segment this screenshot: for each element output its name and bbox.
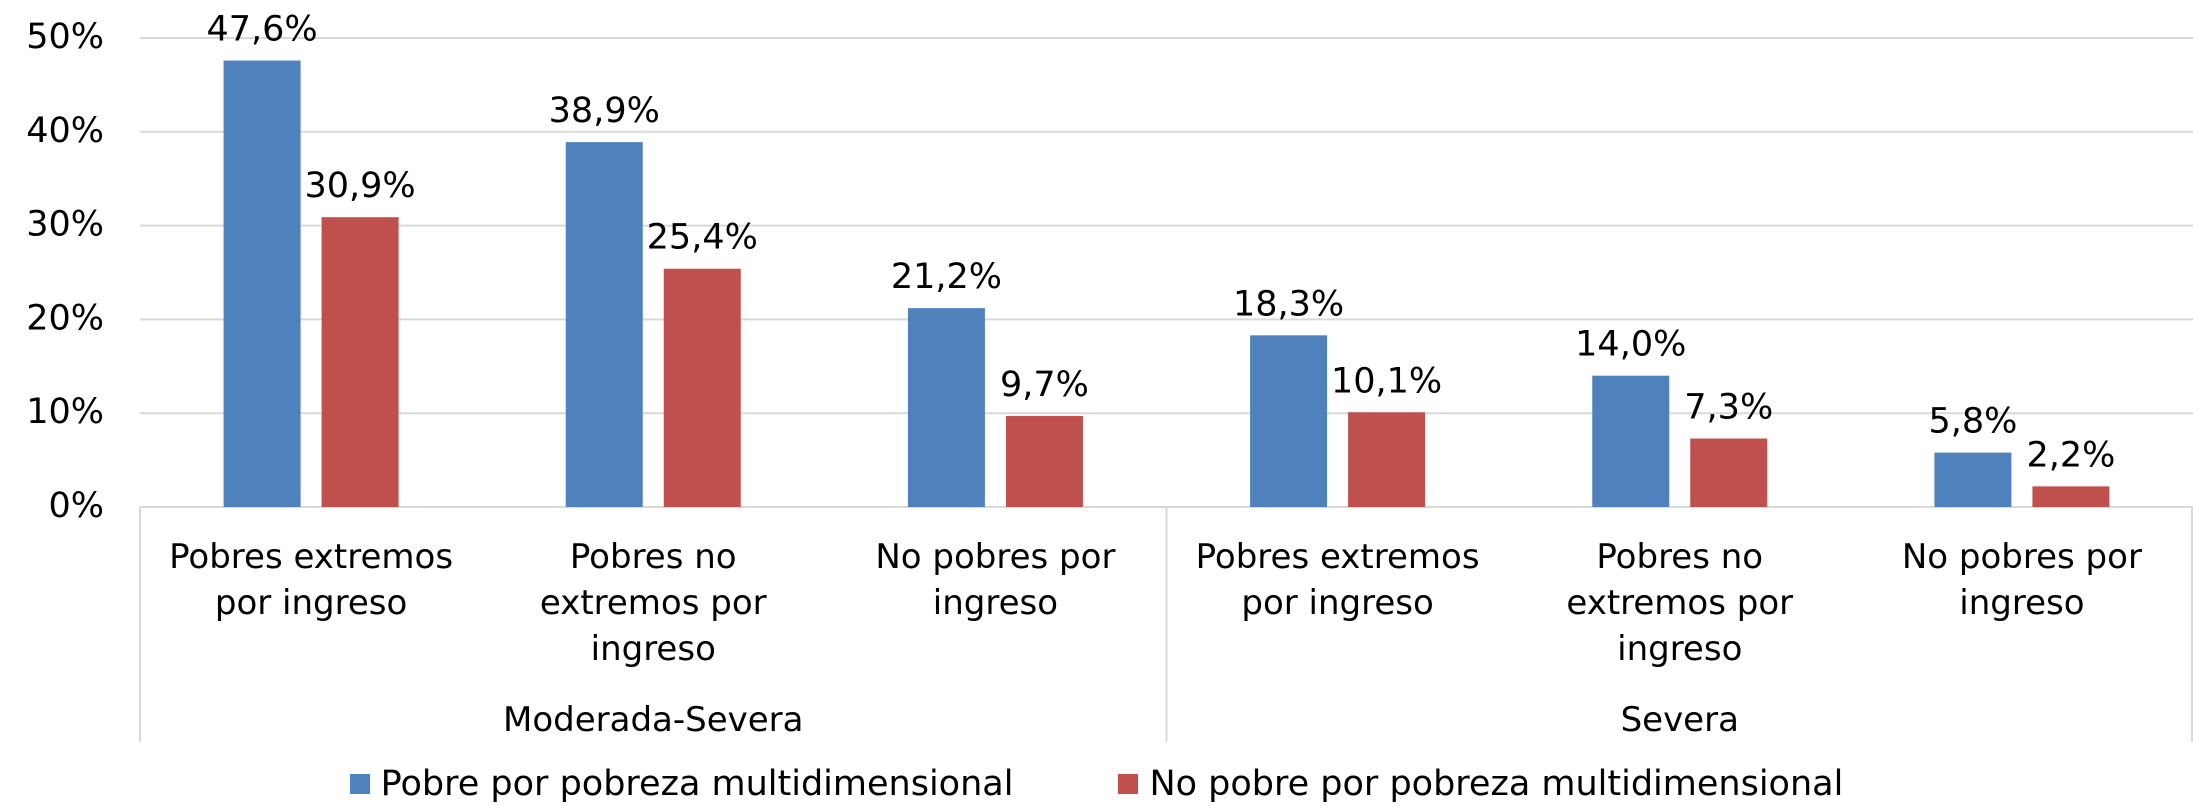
bar — [1348, 412, 1426, 507]
data-label: 5,8% — [1928, 402, 2017, 442]
data-label: 47,6% — [206, 10, 317, 50]
bar — [1250, 335, 1328, 507]
y-tick-label: 0% — [48, 486, 104, 526]
data-label: 14,0% — [1575, 325, 1686, 365]
y-tick-label: 20% — [26, 298, 104, 338]
bar — [2032, 486, 2110, 507]
y-tick-label: 50% — [26, 17, 104, 57]
legend-swatch — [349, 774, 370, 794]
data-label: 10,1% — [1331, 361, 1442, 401]
x-tick-label: No pobres por ingreso — [875, 537, 1116, 623]
bar — [1690, 438, 1768, 507]
legend-item: No pobre por pobreza multidimensional — [1118, 762, 1843, 806]
y-tick-label: 10% — [26, 392, 104, 432]
data-label: 30,9% — [304, 166, 415, 206]
data-label: 21,2% — [891, 257, 1002, 297]
x-tick-label: No pobres por ingreso — [1901, 537, 2142, 623]
legend-label: Pobre por pobreza multidimensional — [380, 764, 1014, 804]
data-label: 9,7% — [1000, 365, 1089, 405]
data-label: 38,9% — [549, 91, 660, 131]
bar — [907, 308, 985, 507]
legend-swatch — [1118, 774, 1139, 794]
data-label: 2,2% — [2026, 435, 2115, 475]
legend-label: No pobre por pobreza multidimensional — [1149, 764, 1844, 804]
x-tick-label: Pobres no extremos por ingreso — [539, 537, 767, 669]
group-label: Severa — [1620, 700, 1739, 740]
x-tick-label: Pobres extremos por ingreso — [169, 537, 454, 623]
bar — [565, 142, 643, 508]
y-tick-label: 40% — [26, 111, 104, 151]
bar — [1005, 416, 1083, 507]
data-label: 18,3% — [1233, 284, 1344, 324]
bar — [223, 60, 301, 508]
x-tick-label: Pobres no extremos por ingreso — [1566, 537, 1794, 669]
y-tick-label: 30% — [26, 205, 104, 245]
bar — [1592, 375, 1670, 507]
bar — [321, 217, 399, 507]
group-label: Moderada-Severa — [503, 700, 804, 740]
data-label: 7,3% — [1684, 388, 1773, 428]
data-label: 25,4% — [647, 218, 758, 258]
bar — [1934, 452, 2012, 507]
legend: Pobre por pobreza multidimensional No pob… — [0, 762, 2193, 806]
legend-item: Pobre por pobreza multidimensional — [349, 762, 1014, 806]
x-tick-label: Pobres extremos por ingreso — [1195, 537, 1480, 623]
bar — [663, 268, 741, 507]
